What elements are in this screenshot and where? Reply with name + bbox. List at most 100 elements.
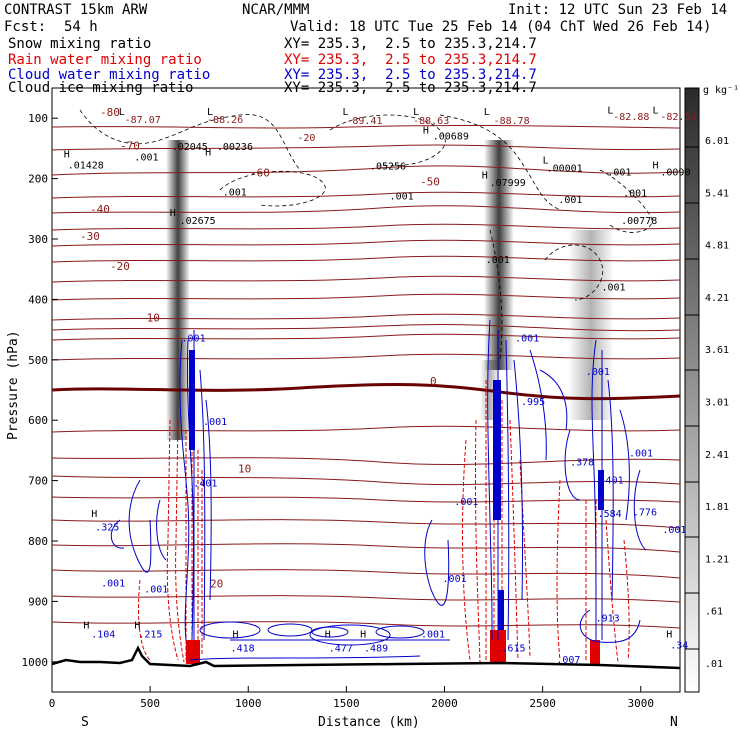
isotherm-label: 10 — [238, 463, 251, 476]
annotation-label: .378 — [570, 458, 594, 469]
annotation-label: L — [543, 156, 549, 167]
snow-shaft-3 — [568, 230, 614, 420]
fcst-label: Fcst: — [4, 19, 47, 35]
snow-shaft-1 — [166, 140, 190, 440]
annotation-label: .913 — [596, 613, 620, 624]
y-tick-label: 200 — [28, 173, 48, 186]
isotherm-label: -80 — [100, 106, 120, 119]
annotation-label: .001 — [454, 497, 478, 508]
y-tick-label: 1000 — [22, 656, 49, 669]
annotation-label: .001 — [443, 574, 467, 585]
annotation-label: -88.26 — [207, 115, 243, 126]
annotation-label: H — [666, 630, 672, 641]
colorbar-label: 1.81 — [705, 502, 729, 513]
annotation-label: .007 — [556, 655, 580, 666]
annotation-label: H — [170, 208, 176, 219]
annotation-label: .001 — [586, 367, 610, 378]
cloud-water-stratus — [189, 621, 450, 661]
annotation-label: .001 — [607, 168, 631, 179]
x-tick-label: 1500 — [333, 697, 360, 710]
annotation-label: L — [413, 107, 419, 118]
annotation-label: -88.63 — [413, 116, 449, 127]
annotation-label: .02045 — [172, 142, 208, 153]
field-snow-xy: XY= 235.3, 2.5 to 235.3,214.7 — [284, 36, 537, 52]
annotation-label: -82.53 — [660, 112, 696, 123]
annotation-label: .001 — [223, 188, 247, 199]
annotation-label: .325 — [95, 523, 119, 534]
annotation-label: .001 — [390, 192, 414, 203]
y-tick-label: 900 — [28, 595, 48, 608]
x-end-north: N — [670, 715, 678, 730]
field-cloud-water: Cloud water mixing ratio — [8, 67, 211, 83]
isotherm-label: -40 — [90, 203, 110, 216]
cloud-ice-contours — [79, 109, 653, 361]
colorbar-label: 1.21 — [705, 554, 729, 565]
valid-time: Valid: 18 UTC Tue 25 Feb 14 (04 ChT Wed … — [290, 19, 712, 35]
annotation-label: H — [205, 148, 211, 159]
annotation-label: .776 — [633, 508, 657, 519]
field-cloud-water-xy: XY= 235.3, 2.5 to 235.3,214.7 — [284, 67, 537, 83]
isotherms — [51, 124, 681, 629]
annotation-label: H — [83, 621, 89, 632]
annotation-label: .401 — [600, 476, 624, 487]
isotherm-label: -10 — [140, 312, 160, 325]
isotherm-label: -30 — [80, 230, 100, 243]
org-label: NCAR/MMM — [242, 2, 310, 18]
annotation-label: .401 — [193, 479, 217, 490]
y-tick-label: 500 — [28, 354, 48, 367]
y-tick-label: 300 — [28, 233, 48, 246]
annotation-label: .477 — [329, 644, 353, 655]
annotation-label: H — [233, 630, 239, 641]
annotation-label: .489 — [364, 644, 388, 655]
annotation-label: L — [207, 107, 213, 118]
x-tick-label: 2500 — [529, 697, 556, 710]
annotation-label: .001 — [623, 189, 647, 200]
isotherm-label: 20 — [210, 577, 223, 590]
y-tick-label: 400 — [28, 293, 48, 306]
annotation-label: -82.88 — [613, 112, 649, 123]
x-tick-label: 500 — [140, 697, 160, 710]
y-axis-label: Pressure (hPa) — [6, 330, 21, 440]
annotation-label: .02675 — [180, 216, 216, 227]
isotherm-labels: -80 -70 -60 -50 -40 -30 -20 -10 0 10 20 — [80, 106, 440, 590]
annotations: L-87.07L-88.26L-89.41L-88.63L-88.78L-82.… — [64, 105, 697, 666]
init-time: Init: 12 UTC Sun 23 Feb 14 — [508, 2, 728, 18]
cloud-water-core — [189, 350, 604, 630]
x-tick-label: 3000 — [628, 697, 655, 710]
freezing-line — [51, 383, 681, 401]
colorbar-label: 4.21 — [705, 293, 729, 304]
annotation-label: .001 — [629, 448, 653, 459]
x-tick-label: 1000 — [235, 697, 262, 710]
annotation-label: .001 — [144, 584, 168, 595]
annotation-label: .001 — [182, 334, 206, 345]
annotation-label: .001 — [203, 417, 227, 428]
annotation-label: .001 — [486, 255, 510, 266]
annotation-label: -20 — [297, 133, 315, 144]
annotation-label: .07999 — [490, 178, 526, 189]
annotation-label: .001 — [558, 195, 582, 206]
isotherm-label: -60 — [250, 167, 270, 180]
x-tick-label: 2000 — [431, 697, 458, 710]
field-rain-xy: XY= 235.3, 2.5 to 235.3,214.7 — [284, 52, 537, 68]
x-end-south: S — [81, 715, 89, 730]
annotation-label: L — [342, 107, 348, 118]
annotation-label: L — [607, 105, 613, 116]
annotation-label: H — [360, 630, 366, 641]
annotation-label: .995 — [521, 397, 545, 408]
isotherm-label: -20 — [110, 260, 130, 273]
colorbar-label: .01 — [705, 659, 723, 670]
colorbar-label: 6.01 — [705, 136, 729, 147]
annotation-label: .104 — [91, 630, 115, 641]
annotation-label: .584 — [598, 509, 622, 520]
annotation-label: H — [653, 160, 659, 171]
annotation-label: -89.41 — [346, 116, 382, 127]
annotation-label: L — [484, 107, 490, 118]
annotation-label: .001 — [662, 525, 686, 536]
annotation-label: H — [64, 149, 70, 160]
rain-core — [186, 630, 600, 664]
y-tick-label: 100 — [28, 112, 48, 125]
annotation-label: .05256 — [370, 162, 406, 173]
isotherm-label: -70 — [120, 139, 140, 152]
field-snow: Snow mixing ratio — [8, 36, 152, 52]
